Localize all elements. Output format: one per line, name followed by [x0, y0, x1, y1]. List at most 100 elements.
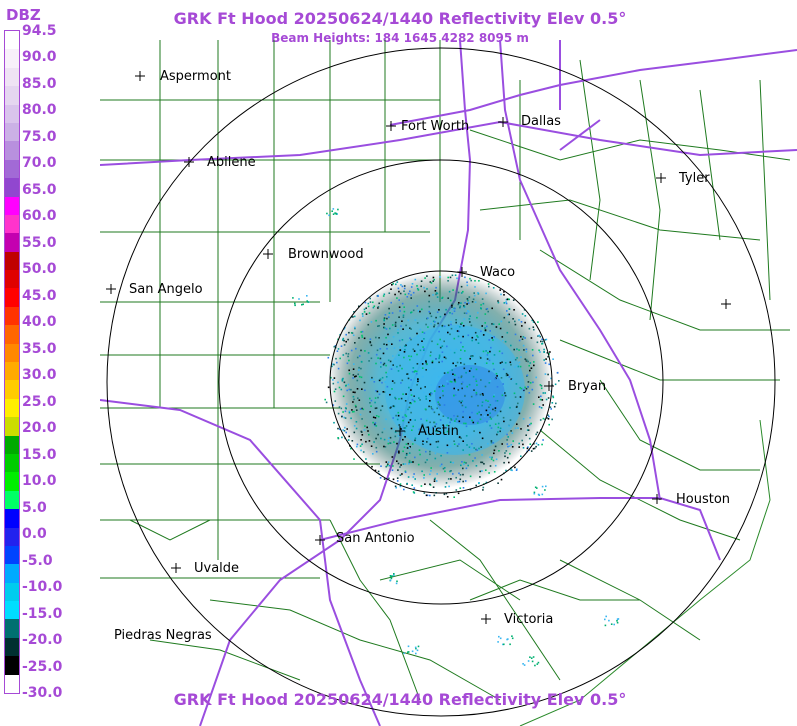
- echo-speck: [354, 342, 356, 344]
- echo-speck: [383, 293, 386, 296]
- echo-speck: [477, 292, 479, 294]
- echo-speck: [415, 652, 417, 655]
- echo-speck: [453, 378, 456, 381]
- echo-speck: [527, 385, 529, 388]
- echo-speck: [406, 482, 408, 485]
- echo-speck: [412, 491, 415, 493]
- echo-speck: [482, 394, 484, 396]
- echo-speck: [401, 416, 404, 419]
- echo-speck: [404, 400, 407, 402]
- echo-speck: [480, 461, 482, 464]
- echo-speck: [438, 403, 440, 405]
- echo-speck: [451, 303, 454, 305]
- echo-speck: [434, 425, 436, 428]
- echo-speck: [414, 456, 416, 459]
- echo-speck: [533, 361, 535, 363]
- echo-speck: [470, 279, 472, 282]
- echo-speck: [436, 446, 439, 448]
- echo-speck: [331, 210, 333, 212]
- legend-color-swatch: [5, 545, 19, 565]
- echo-speck: [367, 323, 370, 326]
- echo-speck: [345, 431, 347, 434]
- echo-speck: [389, 575, 392, 577]
- echo-speck: [398, 306, 401, 308]
- range-rings: [106, 47, 776, 717]
- echo-speck: [358, 375, 361, 378]
- legend-tick-label: 20.0: [22, 420, 57, 437]
- echo-speck: [332, 379, 334, 381]
- echo-speck: [377, 433, 379, 436]
- echo-speck: [539, 398, 542, 401]
- echo-speck: [351, 411, 354, 413]
- echo-speck: [436, 343, 439, 346]
- echo-speck: [389, 360, 392, 363]
- city-marker: [184, 157, 194, 167]
- echo-speck: [405, 443, 408, 445]
- echo-speck: [411, 283, 414, 285]
- echo-speck: [425, 426, 428, 429]
- legend-tick-label: 45.0: [22, 287, 57, 304]
- echo-speck: [358, 337, 360, 339]
- echo-speck: [417, 289, 420, 291]
- echo-speck: [362, 315, 364, 317]
- echo-speck: [301, 303, 303, 306]
- echo-speck: [511, 378, 514, 381]
- echo-speck: [443, 432, 445, 434]
- echo-speck: [504, 362, 507, 364]
- echo-speck: [463, 363, 466, 366]
- echo-speck: [446, 380, 448, 382]
- echo-speck: [493, 452, 495, 455]
- echo-speck: [388, 312, 391, 314]
- echo-speck: [490, 346, 492, 349]
- echo-speck: [404, 293, 407, 296]
- echo-speck: [391, 469, 394, 471]
- echo-speck: [348, 359, 350, 362]
- echo-speck: [409, 446, 411, 448]
- echo-speck: [543, 359, 545, 361]
- echo-speck: [489, 380, 492, 382]
- echo-speck: [460, 341, 462, 344]
- echo-speck: [385, 465, 387, 468]
- echo-speck: [451, 274, 454, 277]
- echo-speck: [527, 360, 529, 363]
- echo-speck: [475, 393, 478, 396]
- echo-speck: [472, 460, 474, 462]
- echo-speck: [388, 292, 391, 294]
- echo-speck: [499, 427, 502, 430]
- echo-speck: [374, 422, 377, 424]
- echo-speck: [471, 419, 473, 422]
- echo-speck: [487, 310, 489, 313]
- echo-speck: [372, 453, 374, 455]
- echo-speck: [433, 324, 436, 326]
- echo-speck: [474, 363, 477, 365]
- echo-speck: [516, 468, 518, 470]
- echo-speck: [382, 391, 385, 393]
- echo-speck: [423, 338, 425, 340]
- echo-speck: [463, 461, 466, 464]
- legend-color-swatch: [5, 159, 19, 179]
- echo-speck: [477, 293, 480, 295]
- echo-speck: [445, 492, 448, 495]
- echo-speck: [524, 386, 526, 389]
- echo-speck: [391, 312, 394, 314]
- echo-speck: [545, 398, 548, 401]
- echo-speck: [425, 450, 427, 453]
- echo-speck: [347, 338, 349, 341]
- echo-speck: [541, 485, 544, 488]
- echo-speck: [436, 311, 439, 313]
- echo-speck: [501, 336, 504, 338]
- echo-speck: [466, 303, 468, 305]
- echo-speck: [540, 385, 543, 387]
- echo-speck: [556, 371, 559, 374]
- echo-speck: [528, 437, 531, 440]
- legend-tick-label: -5.0: [22, 552, 53, 569]
- echo-speck: [395, 414, 397, 417]
- echo-speck: [496, 375, 498, 377]
- echo-speck: [370, 357, 373, 360]
- echo-speck: [458, 472, 460, 475]
- reflectivity-echoes: [292, 208, 620, 667]
- echo-speck: [420, 280, 423, 282]
- echo-speck: [393, 441, 395, 443]
- echo-speck: [492, 287, 495, 289]
- city-label: San Angelo: [129, 282, 203, 297]
